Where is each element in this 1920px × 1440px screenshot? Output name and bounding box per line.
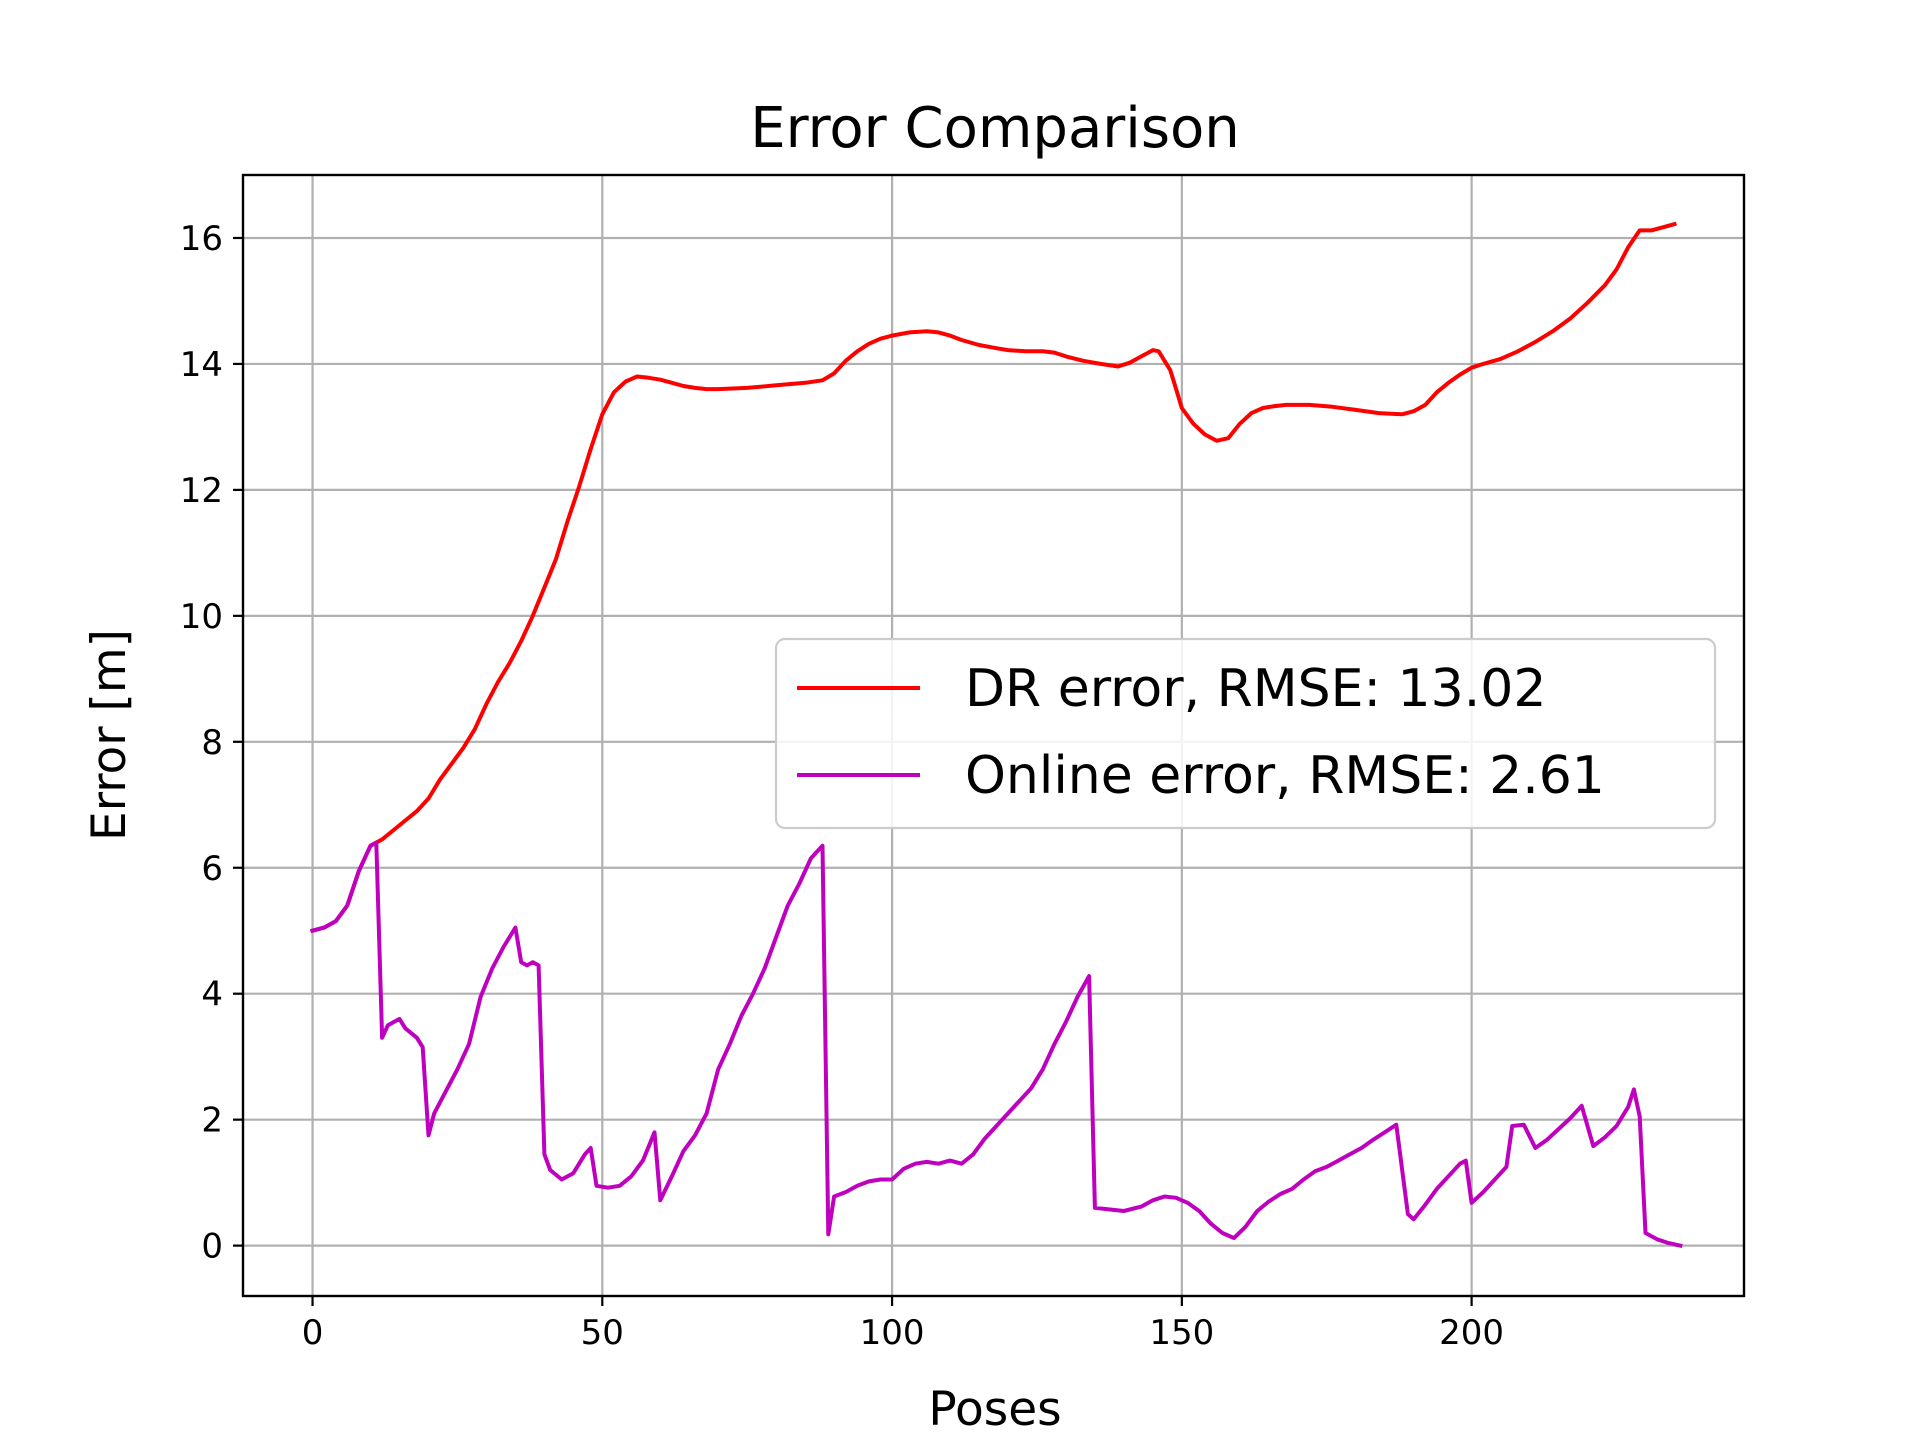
y-tick-label: 16 [180, 219, 223, 259]
y-tick-label: 10 [180, 597, 223, 637]
x-tick-label: 150 [1149, 1313, 1214, 1353]
legend: DR error, RMSE: 13.02 Online error, RMSE… [774, 637, 1717, 830]
series-line-dr-error [310, 221, 1677, 934]
y-axis-label: Error [m] [82, 629, 137, 841]
x-tick-label: 100 [860, 1313, 925, 1353]
y-tick-label: 2 [201, 1101, 223, 1141]
y-tick-label: 12 [180, 471, 223, 511]
legend-label-dr-error: DR error, RMSE: 13.02 [965, 659, 1546, 719]
x-tick-label: 0 [302, 1313, 324, 1353]
y-tick-label: 4 [201, 975, 223, 1015]
y-tick-label: 8 [201, 723, 223, 763]
x-tick-label: 200 [1439, 1313, 1504, 1353]
legend-box [774, 637, 1717, 830]
x-axis-label: Poses [928, 1382, 1061, 1437]
chart-title: Error Comparison [750, 96, 1240, 161]
plot-frame [241, 173, 1746, 1298]
ticks: 0 50 100 150 200 0 2 4 6 8 10 12 14 16 [180, 219, 1504, 1353]
y-tick-label: 6 [201, 849, 223, 889]
series-line-online-error [310, 840, 1683, 1248]
series-layer [310, 221, 1683, 1248]
y-tick-label: 14 [180, 345, 223, 385]
y-tick-label: 0 [201, 1227, 223, 1267]
x-tick-label: 50 [581, 1313, 624, 1353]
legend-label-online-error: Online error, RMSE: 2.61 [965, 746, 1605, 806]
